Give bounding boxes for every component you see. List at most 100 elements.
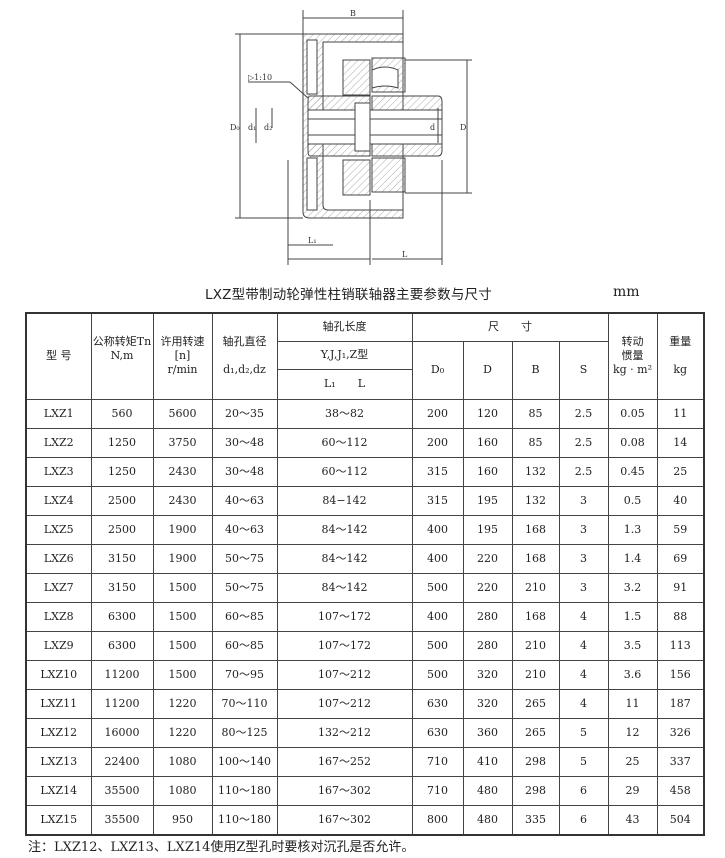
table-cell: 950 (152, 804, 213, 835)
table-cell: 160 (462, 456, 513, 487)
table-cell: 1220 (152, 717, 213, 748)
header-L1-L: L₁ L (276, 368, 413, 400)
table-cell: 91 (656, 572, 705, 603)
table-cell: 0.08 (607, 427, 658, 458)
table-cell: 2430 (152, 485, 213, 516)
table-row: LXZ4 2500 2430 40～63 84−142 315 195 132 3 0.5 40 (25, 485, 705, 516)
table-cell: 1.4 (607, 543, 658, 574)
table-cell: 1080 (152, 746, 213, 777)
label-d: d (430, 123, 435, 132)
table-cell: 59 (656, 514, 705, 545)
table-cell: 210 (511, 659, 560, 690)
table-cell: 110～180 (211, 775, 278, 806)
table-cell: 315 (411, 456, 464, 487)
table-cell: LXZ12 (25, 717, 92, 748)
table-cell: 3.5 (607, 630, 658, 661)
table-cell: 1500 (152, 572, 213, 603)
table-cell: 1900 (152, 543, 213, 574)
table-cell: 3150 (90, 572, 154, 603)
table-cell: 85 (511, 427, 560, 458)
label-d1: d₁ (248, 123, 256, 132)
table-cell: 800 (411, 804, 464, 835)
table-cell: LXZ13 (25, 746, 92, 777)
table-row: LXZ1 560 5600 20～35 38～82 200 120 85 2.5 0.05 11 (25, 398, 705, 429)
header-inertia: 转动 惯量 kg · m² (607, 312, 658, 400)
table-cell: 630 (411, 688, 464, 719)
table-cell: 2.5 (558, 398, 609, 429)
header-bore-types: Y,J,J₁,Z型 (276, 340, 413, 370)
table-cell: 1080 (152, 775, 213, 806)
table-cell: 38～82 (276, 398, 413, 429)
table-cell: 168 (511, 601, 560, 632)
table-row: LXZ14 35500 1080 110～180 167～302 710 480 298 6 29… (25, 775, 705, 806)
header-torque: 公称转矩Tn N,m (90, 312, 154, 400)
header-B: B (511, 340, 560, 400)
table-cell: 69 (656, 543, 705, 574)
table-cell: 2430 (152, 456, 213, 487)
table-cell: 4 (558, 659, 609, 690)
coupling-cross-section-drawing: B ▷1:10 D₀ d₁ d₂ d D L₁ L (230, 9, 472, 265)
table-cell: 22400 (90, 746, 154, 777)
label-L: L (402, 250, 408, 259)
table-cell: 335 (511, 804, 560, 835)
table-cell: LXZ6 (25, 543, 92, 574)
table-cell: LXZ15 (25, 804, 92, 835)
table-cell: 0.5 (607, 485, 658, 516)
table-cell: 265 (511, 688, 560, 719)
table-cell: 156 (656, 659, 705, 690)
table-cell: 16000 (90, 717, 154, 748)
table-cell: 4 (558, 688, 609, 719)
table-cell: 2.5 (558, 456, 609, 487)
table-cell: 280 (462, 601, 513, 632)
table-cell: 298 (511, 746, 560, 777)
table-cell: 200 (411, 427, 464, 458)
table-cell: 1220 (152, 688, 213, 719)
table-cell: 3 (558, 543, 609, 574)
table-cell: 107～172 (276, 601, 413, 632)
table-cell: 500 (411, 630, 464, 661)
header-D0: D₀ (411, 340, 464, 400)
label-D: D (460, 123, 466, 132)
table-cell: LXZ5 (25, 514, 92, 545)
table-cell: 480 (462, 804, 513, 835)
table-cell: 400 (411, 543, 464, 574)
table-cell: 1500 (152, 601, 213, 632)
table-cell: LXZ7 (25, 572, 92, 603)
header-dimensions: 尺 寸 (411, 312, 609, 342)
table-cell: 265 (511, 717, 560, 748)
table-cell: 50～75 (211, 543, 278, 574)
header-weight: 重量 kg (656, 312, 705, 400)
table-row: LXZ9 6300 1500 60～85 107～172 500 280 210 4 3.5 113 (25, 630, 705, 661)
table-cell: 50～75 (211, 572, 278, 603)
table-row: LXZ2 1250 3750 30～48 60～112 200 160 85 2.5 0.08 14 (25, 427, 705, 458)
table-cell: 360 (462, 717, 513, 748)
table-cell: 6300 (90, 630, 154, 661)
table-cell: 500 (411, 572, 464, 603)
header-model: 型 号 (25, 312, 92, 400)
table-cell: 3750 (152, 427, 213, 458)
label-d0: D₀ (230, 123, 240, 132)
table-cell: 132 (511, 456, 560, 487)
parameters-table: 型 号 公称转矩Tn N,m 许用转速 [n] r/min 轴孔直径 d₁,d₂,dz … (25, 312, 705, 836)
table-cell: 400 (411, 514, 464, 545)
table-cell: 3 (558, 514, 609, 545)
table-cell: 315 (411, 485, 464, 516)
table-cell: 4 (558, 601, 609, 632)
table-cell: 85 (511, 398, 560, 429)
table-cell: LXZ14 (25, 775, 92, 806)
table-cell: 280 (462, 630, 513, 661)
table-cell: LXZ1 (25, 398, 92, 429)
table-cell: 35500 (90, 775, 154, 806)
table-cell: 12 (607, 717, 658, 748)
table-cell: 30～48 (211, 427, 278, 458)
table-cell: 1250 (90, 456, 154, 487)
table-cell: 480 (462, 775, 513, 806)
table-row: LXZ6 3150 1900 50～75 84～142 400 220 168 3 1.4 69 (25, 543, 705, 574)
table-cell: 120 (462, 398, 513, 429)
table-cell: 560 (90, 398, 154, 429)
table-cell: 168 (511, 514, 560, 545)
table-row: LXZ3 1250 2430 30～48 60～112 315 160 132 2.5 0.45 2… (25, 456, 705, 487)
table-cell: 132 (511, 485, 560, 516)
table-cell: 220 (462, 572, 513, 603)
table-cell: LXZ10 (25, 659, 92, 690)
